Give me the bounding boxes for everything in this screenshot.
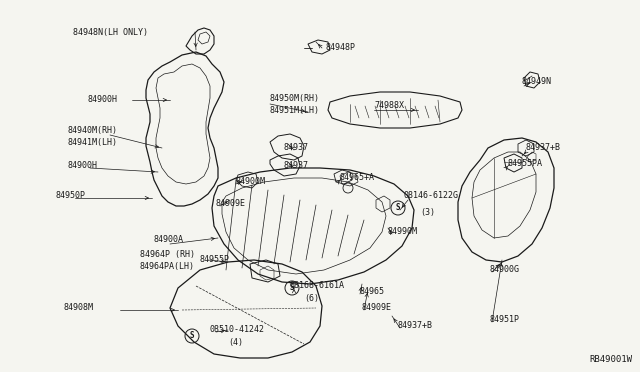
Text: S: S <box>189 331 195 340</box>
Text: 84909E: 84909E <box>216 199 246 208</box>
Text: (3): (3) <box>420 208 435 217</box>
Text: 84900H: 84900H <box>88 96 118 105</box>
Text: 84964P (RH): 84964P (RH) <box>140 250 195 259</box>
Text: 84908M: 84908M <box>64 304 94 312</box>
Text: 84990M: 84990M <box>388 228 418 237</box>
Text: 84937: 84937 <box>284 144 309 153</box>
Text: S: S <box>396 203 400 212</box>
Text: 84900G: 84900G <box>490 266 520 275</box>
Text: 84900A: 84900A <box>154 235 184 244</box>
Text: 74988X: 74988X <box>374 102 404 110</box>
Text: 08510-41242: 08510-41242 <box>210 326 265 334</box>
Text: 84950P: 84950P <box>55 192 85 201</box>
Text: 84948N(LH ONLY): 84948N(LH ONLY) <box>73 28 148 36</box>
Text: S: S <box>290 283 294 292</box>
Text: 84941M(LH): 84941M(LH) <box>68 138 118 147</box>
Text: (4): (4) <box>228 339 243 347</box>
Text: 84937+B: 84937+B <box>526 144 561 153</box>
Text: 08168-6161A: 08168-6161A <box>290 280 345 289</box>
Text: 84965+A: 84965+A <box>340 173 375 183</box>
Text: 84955P: 84955P <box>200 256 230 264</box>
Text: 84940M(RH): 84940M(RH) <box>68 125 118 135</box>
Text: 08146-6122G: 08146-6122G <box>404 192 459 201</box>
Text: 84955PA: 84955PA <box>508 158 543 167</box>
Text: (6): (6) <box>304 294 319 302</box>
Text: 84964PA(LH): 84964PA(LH) <box>140 262 195 270</box>
Text: 84965: 84965 <box>360 288 385 296</box>
Text: 84950M(RH): 84950M(RH) <box>270 93 320 103</box>
Text: 84937: 84937 <box>284 161 309 170</box>
Text: 84900H: 84900H <box>68 161 98 170</box>
Text: 84948P: 84948P <box>325 44 355 52</box>
Text: 84909E: 84909E <box>362 304 392 312</box>
Text: 84949N: 84949N <box>522 77 552 87</box>
Text: 84937+B: 84937+B <box>398 321 433 330</box>
Text: RB49001W: RB49001W <box>589 355 632 364</box>
Text: 84900M: 84900M <box>236 177 266 186</box>
Text: 84951M(LH): 84951M(LH) <box>270 106 320 115</box>
Text: 84951P: 84951P <box>490 315 520 324</box>
